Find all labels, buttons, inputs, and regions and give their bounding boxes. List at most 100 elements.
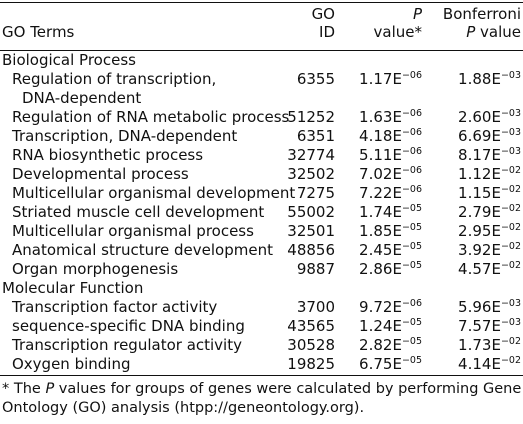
- go-term: Oxygen binding: [12, 355, 131, 374]
- header-p-value: P value*: [373, 5, 422, 41]
- bonferroni-p-value-mantissa: 4.14E: [458, 355, 501, 373]
- go-term-text: Striated muscle cell development: [12, 203, 265, 221]
- p-value-exponent: −05: [401, 336, 422, 347]
- bonferroni-p-value-mantissa: 7.57E: [458, 317, 501, 335]
- bonferroni-p-value: 2.60E−03: [458, 108, 521, 127]
- bonferroni-p-value: 1.12E−02: [458, 165, 521, 184]
- bonferroni-p-value: 2.95E−02: [458, 222, 521, 241]
- table-row: RNA biosynthetic process 32774 5.11E−06 8.1…: [0, 146, 523, 165]
- bonferroni-p-value-mantissa: 1.12E: [458, 165, 501, 183]
- bonferroni-p-value-exponent: −03: [500, 70, 521, 81]
- p-value-mantissa: 2.45E: [359, 241, 402, 259]
- go-id: 9887: [296, 260, 335, 278]
- go-id: 3700: [296, 298, 335, 316]
- bonferroni-p-value-exponent: −02: [500, 241, 521, 252]
- section-heading: Molecular Function: [0, 279, 523, 298]
- table-row: Developmental process 32502 7.02E−06 1.12E−…: [0, 165, 523, 184]
- section-title: Molecular Function: [2, 279, 144, 297]
- p-value: 1.85E−05: [359, 222, 422, 241]
- table-row: Multicellular organismal process 32501 1.8…: [0, 222, 523, 241]
- go-term-text: RNA biosynthetic process: [12, 146, 204, 164]
- bonferroni-p-value-mantissa: 3.92E: [458, 241, 501, 259]
- go-term: Organ morphogenesis: [12, 260, 178, 279]
- p-value: 1.24E−05: [359, 317, 422, 336]
- p-value-exponent: −05: [401, 355, 422, 366]
- go-term-text: Multicellular organismal process: [12, 222, 254, 240]
- go-id: 6355: [296, 70, 335, 88]
- p-value: 5.11E−06: [359, 146, 422, 165]
- p-value-mantissa: 1.85E: [359, 222, 402, 240]
- p-value-mantissa: 2.82E: [359, 336, 402, 354]
- table-row: Multicellular organismal development 7275…: [0, 184, 523, 203]
- go-term: Regulation of transcription, DNA-dependen…: [12, 70, 216, 108]
- p-value-mantissa: 7.02E: [359, 165, 402, 183]
- go-id: 32502: [287, 165, 335, 183]
- p-value: 9.72E−06: [359, 298, 422, 317]
- go-id: 32501: [287, 222, 335, 240]
- bonferroni-p-value-mantissa: 6.69E: [458, 127, 501, 145]
- table-body: Biological Process Regulation of transcri…: [0, 51, 523, 374]
- bonferroni-p-value: 1.88E−03: [458, 70, 521, 89]
- p-value-mantissa: 1.63E: [359, 108, 402, 126]
- bonferroni-p-value: 4.14E−02: [458, 355, 521, 374]
- table-bottom-rule: [0, 375, 523, 377]
- table-row: Transcription, DNA-dependent 6351 4.18E−06…: [0, 127, 523, 146]
- p-value-mantissa: 4.18E: [359, 127, 402, 145]
- p-value-mantissa: 5.11E: [359, 146, 402, 164]
- p-value: 6.75E−05: [359, 355, 422, 374]
- go-term-text: Regulation of RNA metabolic process: [12, 108, 290, 126]
- p-value: 1.63E−06: [359, 108, 422, 127]
- bonferroni-p-value: 1.15E−02: [458, 184, 521, 203]
- go-term: sequence-specific DNA binding: [12, 317, 245, 336]
- go-term: RNA biosynthetic process: [12, 146, 203, 165]
- p-value: 7.02E−06: [359, 165, 422, 184]
- go-term-text: Transcription factor activity: [12, 298, 218, 316]
- bonferroni-p-value-exponent: −02: [500, 336, 521, 347]
- p-value: 2.82E−05: [359, 336, 422, 355]
- p-value-exponent: −05: [401, 317, 422, 328]
- go-term: Striated muscle cell development: [12, 203, 264, 222]
- bonferroni-p-value: 6.69E−03: [458, 127, 521, 146]
- p-value: 1.74E−05: [359, 203, 422, 222]
- table-row: Regulation of transcription, DNA-dependen…: [0, 70, 523, 108]
- header-rule: [0, 50, 523, 51]
- go-term-text: sequence-specific DNA binding: [12, 317, 245, 335]
- go-term-text-continued: DNA-dependent: [22, 89, 142, 107]
- p-value-mantissa: 7.22E: [359, 184, 402, 202]
- bonferroni-p-value: 1.73E−02: [458, 336, 521, 355]
- bonferroni-p-value-mantissa: 5.96E: [458, 298, 501, 316]
- go-term-text: Transcription regulator activity: [12, 336, 242, 354]
- go-id: 6351: [296, 127, 335, 145]
- go-term-text: Transcription, DNA-dependent: [12, 127, 238, 145]
- section-heading: Biological Process: [0, 51, 523, 70]
- bonferroni-p-value: 4.57E−02: [458, 260, 521, 279]
- go-term: Transcription regulator activity: [12, 336, 242, 355]
- p-value: 2.45E−05: [359, 241, 422, 260]
- bonferroni-p-value: 3.92E−02: [458, 241, 521, 260]
- go-term: Anatomical structure development: [12, 241, 273, 260]
- go-term: Developmental process: [12, 165, 189, 184]
- bonferroni-p-value-mantissa: 4.57E: [458, 260, 501, 278]
- bonferroni-p-value-mantissa: 8.17E: [458, 146, 501, 164]
- table-row: Regulation of RNA metabolic process 51252…: [0, 108, 523, 127]
- bonferroni-p-value-exponent: −03: [500, 298, 521, 309]
- go-term-text: Developmental process: [12, 165, 189, 183]
- table-row: Transcription regulator activity 30528 2.8…: [0, 336, 523, 355]
- p-value-exponent: −06: [401, 146, 422, 157]
- p-value-mantissa: 1.24E: [359, 317, 402, 335]
- go-term: Multicellular organismal process: [12, 222, 254, 241]
- header-go-terms: GO Terms: [2, 23, 75, 41]
- go-id: 51252: [287, 108, 335, 126]
- go-term: Multicellular organismal development: [12, 184, 295, 203]
- table-row: Oxygen binding 19825 6.75E−05 4.14E−02: [0, 355, 523, 374]
- header-bonferroni-p-value: Bonferroni P value: [442, 5, 521, 41]
- bonferroni-p-value-exponent: −03: [500, 127, 521, 138]
- bonferroni-p-value: 7.57E−03: [458, 317, 521, 336]
- bonferroni-p-value-exponent: −02: [500, 203, 521, 214]
- bonferroni-p-value-mantissa: 1.73E: [458, 336, 501, 354]
- p-value-exponent: −05: [401, 241, 422, 252]
- p-value: 4.18E−06: [359, 127, 422, 146]
- go-id: 32774: [287, 146, 335, 164]
- bonferroni-p-value-mantissa: 1.15E: [458, 184, 501, 202]
- p-value-mantissa: 1.74E: [359, 203, 402, 221]
